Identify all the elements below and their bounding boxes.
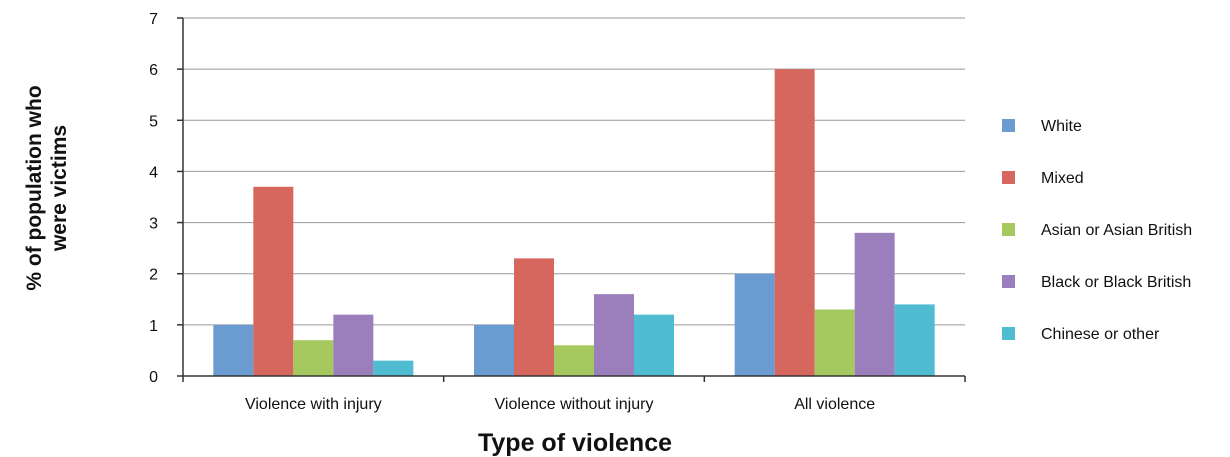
bar (213, 324, 254, 376)
y-tick-label: 5 (149, 113, 158, 130)
bar (253, 186, 294, 376)
y-tick-label: 2 (149, 267, 158, 284)
bar (774, 69, 815, 377)
bar (594, 294, 634, 376)
bar (474, 324, 514, 376)
y-tick-label: 7 (149, 11, 158, 28)
bar (894, 304, 935, 376)
y-axis-title-line-1: % of population who (23, 85, 46, 290)
legend-label: Chinese or other (1041, 326, 1160, 343)
bar (634, 314, 674, 376)
bar (333, 314, 374, 376)
legend-swatch (1002, 275, 1015, 288)
y-tick-labels: 0 1 2 3 4 5 6 7 (149, 11, 158, 386)
legend: White Mixed Asian or Asian British Black or… (1002, 118, 1192, 343)
bar (373, 360, 414, 376)
y-tick-label: 4 (149, 164, 158, 181)
y-tick-label: 6 (149, 62, 158, 79)
legend-label: White (1041, 118, 1082, 135)
legend-swatch (1002, 171, 1015, 184)
axes (177, 17, 966, 382)
y-tick-label: 0 (149, 369, 158, 386)
gridlines (183, 17, 965, 326)
x-category-label: Violence without injury (495, 396, 654, 413)
bar (293, 340, 334, 376)
y-axis-title-line-2: were victims (48, 125, 71, 252)
bar (514, 258, 554, 376)
x-category-label: All violence (794, 396, 875, 413)
bars (213, 69, 935, 377)
x-axis-title: Type of violence (478, 429, 672, 457)
bar (814, 309, 855, 376)
legend-label: Mixed (1041, 170, 1084, 187)
legend-label: Asian or Asian British (1041, 222, 1192, 239)
legend-swatch (1002, 327, 1015, 340)
x-category-label: Violence with injury (245, 396, 382, 413)
y-tick-label: 1 (149, 318, 158, 335)
y-tick-label: 3 (149, 216, 158, 233)
bar (854, 232, 895, 376)
legend-label: Black or Black British (1041, 274, 1191, 291)
bar (554, 345, 594, 376)
legend-swatch (1002, 119, 1015, 132)
legend-swatch (1002, 223, 1015, 236)
bar (734, 273, 775, 376)
x-category-labels: Violence with injury Violence without inj… (245, 396, 875, 413)
